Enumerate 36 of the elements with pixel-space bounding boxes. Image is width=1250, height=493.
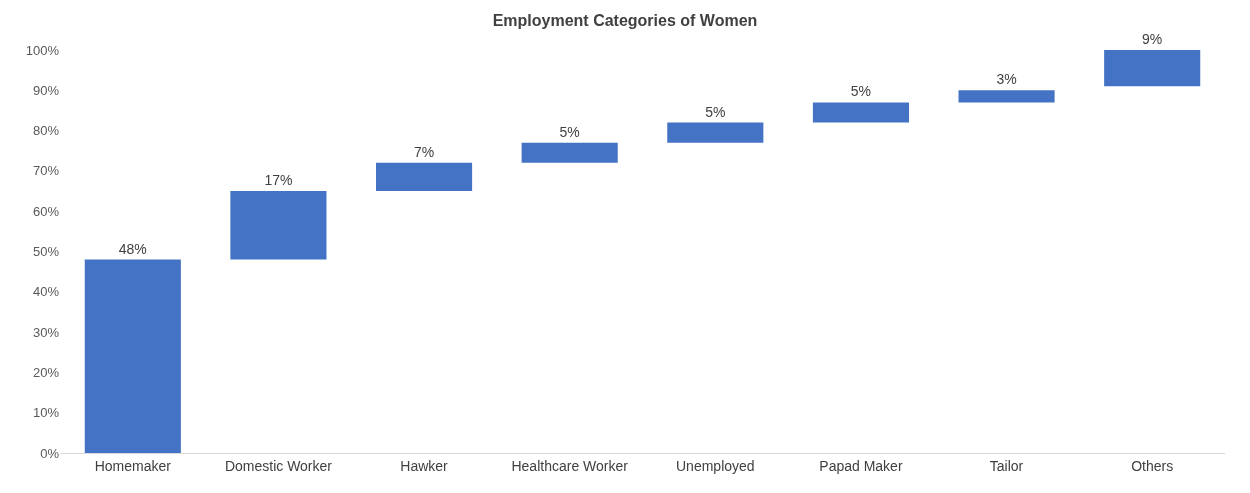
- data-label: 7%: [413, 143, 435, 160]
- x-tick-label: Others: [1131, 457, 1174, 474]
- data-label: 48%: [118, 240, 147, 257]
- bar: [230, 191, 327, 260]
- y-tick-label: 10%: [32, 405, 60, 421]
- data-label: 3%: [996, 71, 1017, 88]
- x-tick-label: Healthcare Worker: [511, 457, 629, 474]
- y-tick-label: 80%: [32, 123, 60, 139]
- y-tick-label: 60%: [32, 203, 60, 219]
- y-tick-label: 30%: [32, 324, 60, 340]
- y-tick-label: 70%: [32, 163, 60, 179]
- data-label: 9%: [1142, 31, 1163, 47]
- bar: [667, 122, 764, 143]
- data-label: 5%: [850, 83, 872, 100]
- x-tick-label: Homemaker: [94, 457, 172, 474]
- bar: [958, 90, 1055, 103]
- x-tick-label: Papad Maker: [819, 457, 903, 474]
- y-tick-label: 40%: [32, 284, 60, 300]
- chart-title: Employment Categories of Women: [492, 11, 758, 29]
- y-tick-label: 50%: [32, 244, 60, 260]
- y-tick-label: 20%: [32, 364, 60, 380]
- bar: [1104, 50, 1201, 87]
- data-label: 17%: [264, 172, 293, 189]
- bar: [84, 259, 181, 453]
- x-tick-label: Tailor: [989, 457, 1024, 474]
- y-tick-label: 0%: [40, 445, 60, 461]
- x-tick-label: Domestic Worker: [224, 457, 333, 474]
- x-tick-label: Unemployed: [676, 457, 755, 474]
- data-label: 5%: [705, 103, 726, 120]
- bar: [376, 162, 473, 192]
- bar: [521, 142, 618, 163]
- x-tick-label: Hawker: [400, 457, 449, 474]
- bar: [812, 102, 909, 123]
- data-label: 5%: [559, 123, 580, 140]
- y-tick-label: 90%: [32, 82, 60, 98]
- y-tick-label: 100%: [25, 42, 60, 58]
